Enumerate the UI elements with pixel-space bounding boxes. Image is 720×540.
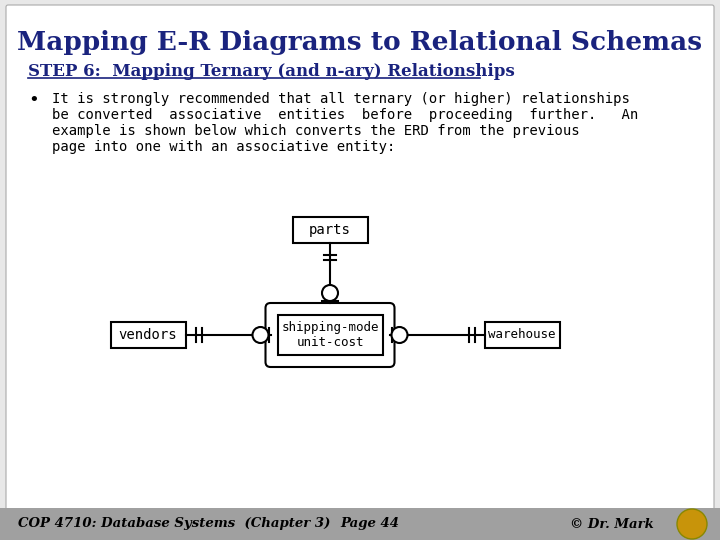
Text: unit-cost: unit-cost <box>296 336 364 349</box>
FancyBboxPatch shape <box>6 5 714 514</box>
FancyBboxPatch shape <box>266 303 395 367</box>
Text: Page 44: Page 44 <box>341 517 400 530</box>
Circle shape <box>322 285 338 301</box>
Circle shape <box>677 509 707 539</box>
Circle shape <box>253 327 269 343</box>
Text: STEP 6:  Mapping Ternary (and n-ary) Relationships: STEP 6: Mapping Ternary (and n-ary) Rela… <box>28 63 515 80</box>
Text: COP 4710: Database Systems  (Chapter 3): COP 4710: Database Systems (Chapter 3) <box>18 517 330 530</box>
Text: Mapping E-R Diagrams to Relational Schemas: Mapping E-R Diagrams to Relational Schem… <box>17 30 703 55</box>
Text: •: • <box>28 92 39 110</box>
Text: page into one with an associative entity:: page into one with an associative entity… <box>52 140 395 154</box>
Text: It is strongly recommended that all ternary (or higher) relationships: It is strongly recommended that all tern… <box>52 92 630 106</box>
Text: shipping-mode: shipping-mode <box>282 321 379 334</box>
FancyBboxPatch shape <box>277 315 382 355</box>
Bar <box>0 508 720 540</box>
Text: © Dr. Mark: © Dr. Mark <box>570 517 654 530</box>
FancyBboxPatch shape <box>292 217 367 243</box>
Text: vendors: vendors <box>119 328 177 342</box>
FancyBboxPatch shape <box>485 322 559 348</box>
Text: warehouse: warehouse <box>488 328 556 341</box>
Circle shape <box>392 327 408 343</box>
FancyBboxPatch shape <box>110 322 186 348</box>
Text: parts: parts <box>309 223 351 237</box>
Text: example is shown below which converts the ERD from the previous: example is shown below which converts th… <box>52 124 580 138</box>
Text: be converted  associative  entities  before  proceeding  further.   An: be converted associative entities before… <box>52 108 638 122</box>
